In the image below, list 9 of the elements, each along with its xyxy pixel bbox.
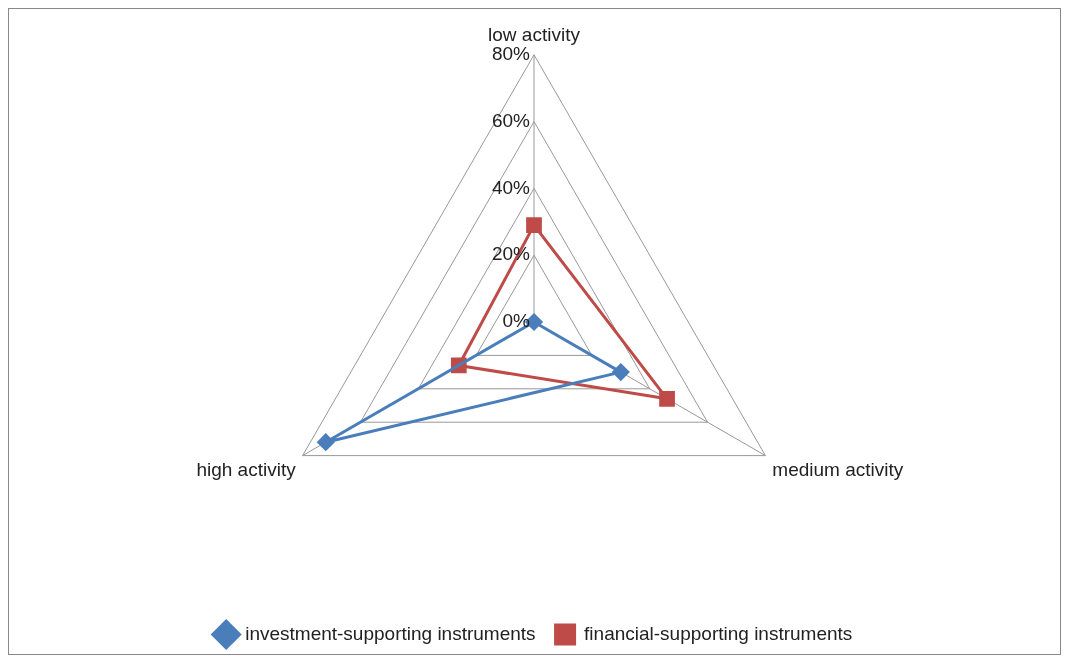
spoke-label: medium activity (772, 459, 904, 481)
spoke-label: low activity (488, 23, 581, 45)
y-tick-label: 60% (491, 109, 531, 131)
y-tick-label: 0% (502, 310, 531, 332)
spoke-label: high activity (196, 459, 297, 481)
y-tick-label: 80% (491, 43, 531, 65)
legend-label: financial-supporting instruments (584, 622, 853, 644)
legend-label: investment-supporting instruments (245, 622, 536, 644)
y-tick-label: 40% (491, 176, 531, 198)
